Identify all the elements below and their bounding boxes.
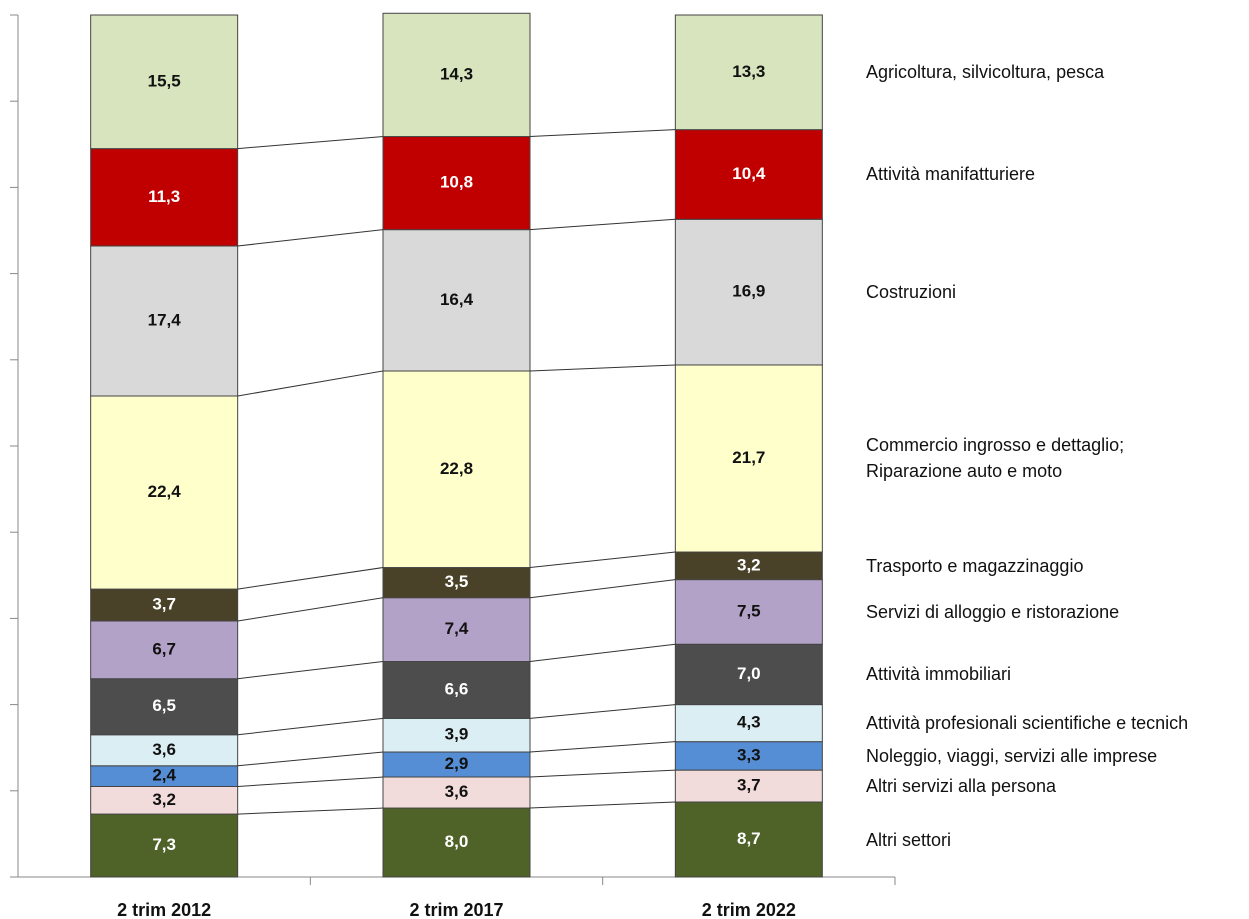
connector [529, 579, 676, 599]
value-label: 3,6 [445, 782, 469, 801]
bar-segment [90, 678, 239, 736]
value-label: 7,3 [152, 835, 176, 854]
connector [237, 597, 384, 622]
value-label: 3,7 [152, 595, 176, 614]
value-label: 6,7 [152, 639, 176, 658]
value-label: 7,5 [737, 601, 761, 620]
connector [529, 801, 676, 809]
connector [529, 769, 676, 778]
x-tick-label: 2 trim 2017 [409, 900, 503, 919]
value-label: 15,5 [148, 71, 181, 90]
value-label: 2,4 [152, 766, 176, 785]
value-label: 3,3 [737, 745, 761, 764]
bar-segment [674, 704, 823, 743]
legend-label: Attività immobiliari [866, 664, 1012, 685]
bar-segment [382, 229, 531, 372]
bar-segment [382, 751, 531, 778]
bar-segment [382, 370, 531, 569]
value-label: 17,4 [148, 310, 182, 329]
bar-segment [382, 807, 531, 878]
bar-segment [90, 245, 239, 397]
legend-label: Attività profesionali scientifiche e tec… [866, 713, 1189, 734]
bar-segment [90, 813, 239, 878]
value-label: 8,0 [445, 832, 469, 851]
legend-label: Agricoltura, silvicoltura, pesca [866, 62, 1105, 83]
legend-label: Costruzioni [866, 282, 957, 303]
bar-segment [90, 620, 239, 680]
connector [237, 751, 384, 767]
connector [529, 741, 676, 753]
connector [237, 807, 384, 815]
bar-segment [382, 776, 531, 809]
bar-segment [674, 218, 823, 366]
connector [237, 717, 384, 736]
value-label: 10,8 [440, 173, 473, 192]
bar-segment [382, 567, 531, 599]
value-label: 16,9 [732, 282, 765, 301]
bar-segment [90, 734, 239, 767]
bar-segment [674, 643, 823, 706]
connector [237, 776, 384, 787]
value-label: 3,9 [445, 725, 469, 744]
connector [237, 229, 384, 247]
legend-label: Trasporto e magazzinaggio [866, 555, 1084, 576]
bar-segment [90, 395, 239, 590]
x-tick-label: 2 trim 2012 [117, 900, 211, 919]
value-label: 2,9 [445, 754, 469, 773]
connector [237, 370, 384, 397]
value-label: 22,4 [148, 482, 182, 501]
value-label: 3,2 [737, 555, 761, 574]
legend-label: Attività manifatturiere [866, 164, 1036, 185]
legend-label: Noleggio, viaggi, servizi alle imprese [866, 745, 1158, 766]
bar-segment [674, 129, 823, 220]
value-label: 3,2 [152, 790, 176, 809]
bar-segment [674, 551, 823, 581]
bar-segment [674, 801, 823, 878]
connector [529, 218, 676, 231]
bar-segment [382, 12, 531, 138]
value-label: 10,4 [732, 164, 766, 183]
legend-label: Servizi di alloggio e ristorazione [866, 601, 1120, 622]
value-label: 6,6 [445, 679, 469, 698]
bar-segment [90, 785, 239, 815]
connector [237, 136, 384, 150]
bar-segment [382, 136, 531, 231]
x-tick-label: 2 trim 2022 [702, 900, 796, 919]
bar-segment [674, 579, 823, 645]
bar-segment [382, 717, 531, 753]
value-label: 6,5 [152, 696, 176, 715]
connector [237, 567, 384, 590]
value-label: 14,3 [440, 64, 473, 83]
value-label: 7,4 [445, 619, 469, 638]
bar-segment [382, 597, 531, 662]
legend-label: Altri settori [866, 829, 952, 850]
bar-segment [90, 14, 239, 150]
connector [529, 704, 676, 719]
value-label: 22,8 [440, 459, 473, 478]
value-label: 3,6 [152, 740, 176, 759]
connector [529, 551, 676, 569]
value-label: 3,7 [737, 776, 761, 795]
bar-segment [90, 148, 239, 247]
connector [529, 129, 676, 138]
value-label: 3,5 [445, 572, 469, 591]
value-label: 16,4 [440, 290, 474, 309]
value-label: 21,7 [732, 448, 765, 467]
bar-segment [674, 741, 823, 771]
value-label: 4,3 [737, 713, 761, 732]
connector [237, 661, 384, 680]
legend-label: Altri servizi alla persona [866, 776, 1057, 797]
bar-segment [674, 14, 823, 131]
legend-label: Commercio ingrosso e dettaglio; Riparazi… [866, 435, 1125, 482]
value-label: 11,3 [148, 187, 180, 206]
connector [529, 364, 676, 372]
value-label: 13,3 [732, 62, 765, 81]
value-label: 8,7 [737, 829, 761, 848]
value-label: 7,0 [737, 664, 761, 683]
bar-segment [382, 661, 531, 719]
connector [529, 643, 676, 662]
